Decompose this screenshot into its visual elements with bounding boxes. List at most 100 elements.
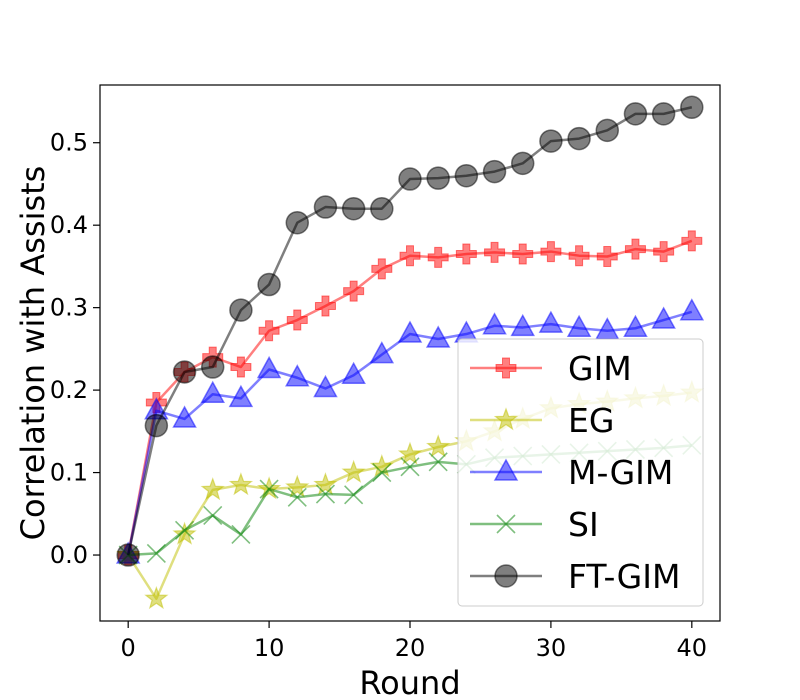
legend-label: FT-GIM	[568, 557, 680, 596]
data-point	[369, 341, 395, 364]
data-point	[229, 298, 253, 322]
data-point	[372, 463, 392, 483]
data-point	[510, 313, 535, 337]
data-point	[482, 159, 507, 184]
data-point	[455, 243, 477, 265]
data-point	[344, 485, 364, 505]
data-point	[256, 355, 282, 379]
legend-frame	[457, 338, 704, 607]
data-point	[679, 298, 705, 321]
legend-item-m-gim: M-GIM	[470, 453, 673, 492]
data-point	[341, 196, 366, 221]
data-point	[566, 314, 592, 338]
data-point	[314, 295, 336, 317]
data-point	[144, 585, 169, 610]
legend: GIM EG M-GIM SI FT-GIM	[457, 338, 704, 607]
data-point	[539, 129, 563, 153]
data-point	[285, 210, 310, 235]
data-point	[200, 477, 225, 501]
data-point	[482, 312, 507, 335]
legend-item-ft-gim: FT-GIM	[470, 557, 680, 596]
legend-marker	[493, 458, 519, 481]
data-point	[510, 151, 535, 176]
data-point	[595, 317, 620, 340]
data-point	[681, 230, 703, 252]
data-point	[427, 246, 449, 268]
data-point	[285, 474, 310, 498]
data-point	[258, 320, 280, 342]
data-point	[228, 384, 254, 408]
legend-label: GIM	[568, 349, 632, 388]
y-tick-label: 0.5	[50, 129, 88, 157]
data-point	[172, 521, 197, 545]
data-point	[538, 310, 564, 333]
data-point	[454, 163, 479, 188]
data-point	[200, 355, 225, 379]
data-point	[116, 543, 140, 567]
data-point	[398, 167, 422, 191]
data-point	[595, 118, 620, 143]
data-point	[651, 102, 676, 126]
data-point	[397, 320, 423, 343]
data-point	[653, 241, 675, 263]
data-point	[172, 360, 197, 384]
legend-marker	[493, 407, 519, 431]
data-point	[172, 405, 197, 428]
legend-marker	[494, 564, 518, 588]
data-point	[400, 457, 420, 477]
data-point	[680, 95, 704, 120]
legend-item-si: SI	[470, 505, 599, 544]
data-point	[287, 487, 307, 507]
y-axis-label: Correlation with Assists	[14, 166, 52, 541]
data-point	[371, 258, 393, 280]
legend-item-eg: EG	[470, 401, 614, 440]
legend-label: SI	[568, 505, 599, 544]
data-point	[399, 245, 421, 267]
data-point	[484, 241, 506, 263]
x-tick-label: 40	[677, 634, 708, 662]
x-tick-label: 20	[395, 634, 426, 662]
data-point	[651, 306, 676, 329]
data-point	[144, 413, 169, 438]
y-tick-label: 0.2	[50, 376, 88, 404]
x-tick-label: 10	[254, 634, 285, 662]
data-point	[313, 374, 338, 398]
data-point	[624, 238, 646, 260]
legend-marker	[496, 514, 516, 534]
legend-label: EG	[568, 401, 614, 440]
data-point	[596, 246, 618, 268]
data-point	[425, 325, 451, 348]
y-tick-label: 0.1	[50, 459, 88, 487]
series-ft-gim	[116, 95, 704, 567]
data-point	[230, 356, 252, 378]
data-point	[426, 166, 450, 190]
data-point	[200, 380, 225, 403]
data-point	[341, 361, 366, 385]
x-tick-label: 0	[121, 634, 136, 662]
data-point	[286, 309, 308, 331]
data-point	[285, 364, 310, 387]
data-point	[174, 520, 195, 540]
data-point	[623, 102, 648, 126]
data-point	[428, 452, 448, 472]
data-point	[203, 505, 223, 526]
data-point	[231, 524, 251, 544]
y-tick-label: 0.4	[50, 211, 88, 239]
x-tick-label: 30	[536, 634, 567, 662]
data-point	[512, 243, 534, 265]
legend-items: GIM EG M-GIM SI FT-GIM	[470, 349, 680, 596]
x-axis-label: Round	[359, 664, 460, 700]
data-point	[370, 196, 394, 221]
legend-item-gim: GIM	[470, 349, 632, 388]
data-point	[259, 479, 279, 499]
data-point	[341, 459, 366, 483]
data-point	[568, 245, 590, 267]
data-point	[623, 314, 648, 338]
data-point	[146, 543, 166, 563]
axis-ticks: 0 10 20 30 40 0.0 0.1 0.2 0.3 0.4 0.5	[50, 129, 707, 662]
data-point	[343, 280, 365, 302]
data-point	[540, 241, 562, 263]
legend-label: M-GIM	[568, 453, 673, 492]
data-point	[313, 195, 338, 219]
